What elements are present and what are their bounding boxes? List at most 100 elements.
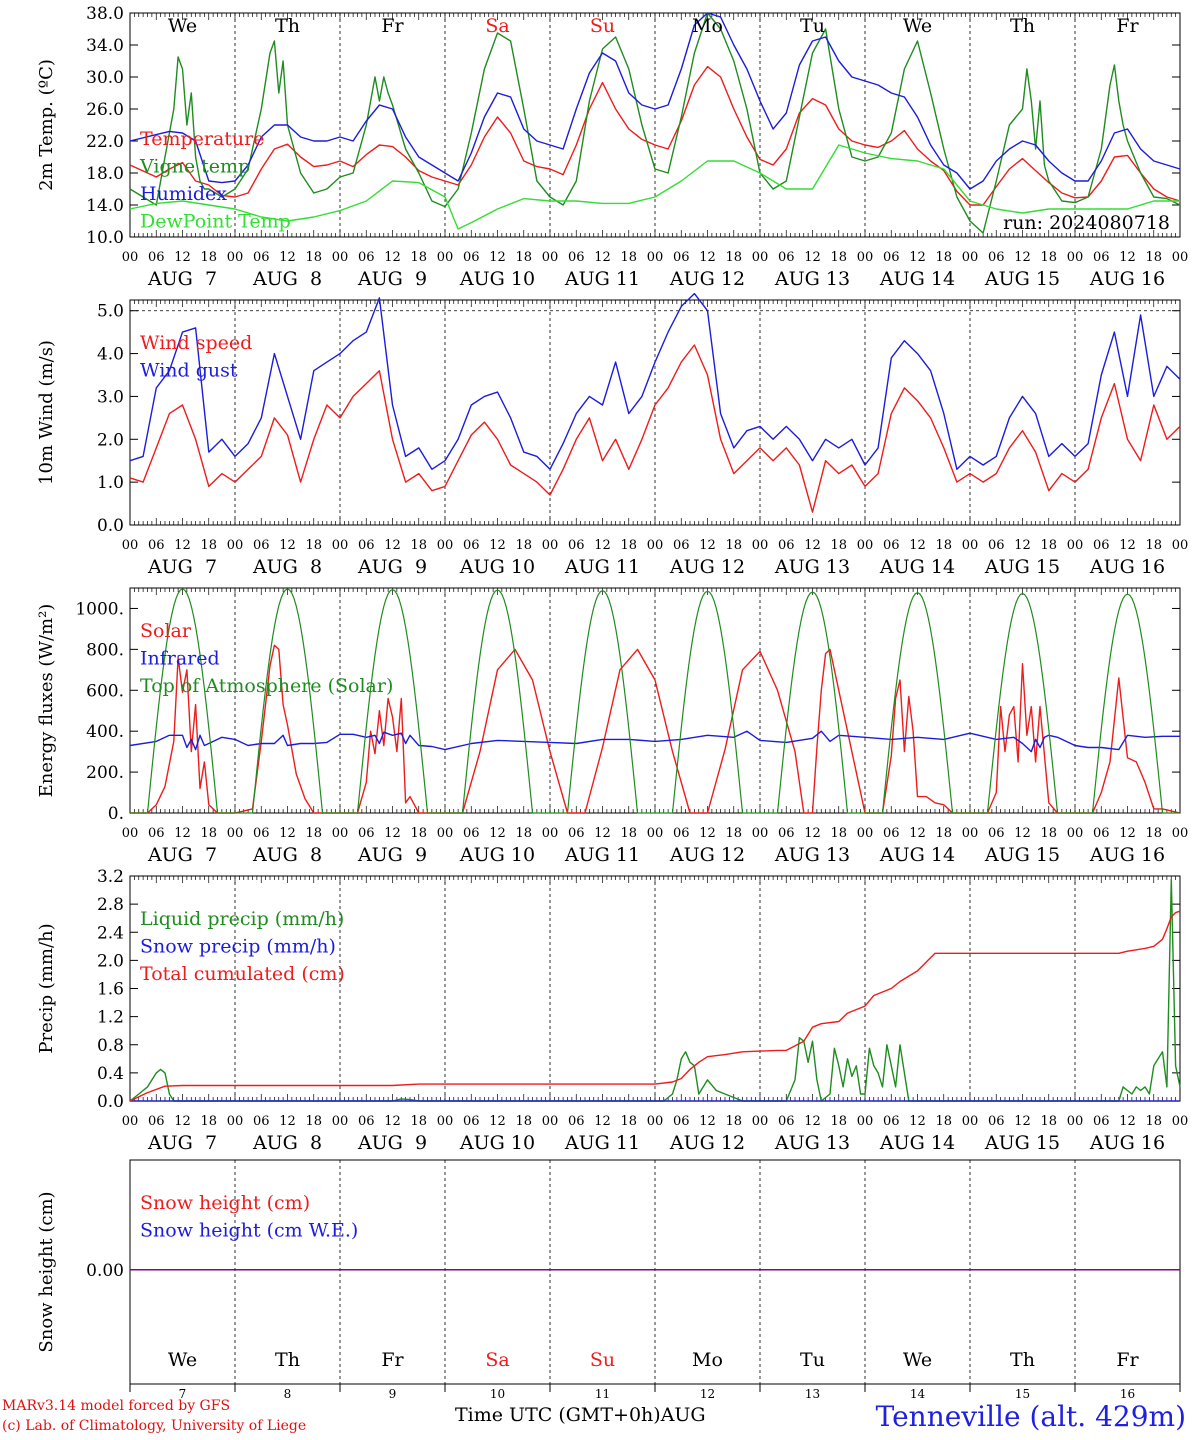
day-name-label: Mo <box>692 15 723 37</box>
x-hour-label: 12 <box>1014 538 1031 553</box>
x-hour-label: 12 <box>1014 826 1031 841</box>
x-hour-label: 00 <box>647 538 664 553</box>
panel-2: 0.0 1.0 2.0 3.0 4.0 5.0 10m Wind (m/s) Wind spe… <box>36 292 1188 578</box>
x-date-label: AUG 10 <box>459 1132 535 1154</box>
x-hour-label: 18 <box>725 538 742 553</box>
x-hour-label: 18 <box>1145 1114 1162 1129</box>
x-hour-label: 00 <box>227 250 244 265</box>
y-tick-label: 2.4 <box>97 923 124 943</box>
x-date-label: AUG 8 <box>252 1132 322 1154</box>
y-tick-label: 0. <box>108 804 124 824</box>
x-hour-label: 06 <box>778 1114 795 1129</box>
x-hour-label: 06 <box>568 538 585 553</box>
x-hour-label: 12 <box>699 1114 716 1129</box>
legend-entry: Temperature <box>140 128 264 150</box>
y-tick-label: 4.0 <box>97 345 124 365</box>
x-hour-label: 00 <box>227 538 244 553</box>
x-date-label: AUG 8 <box>252 556 322 578</box>
day-name-label: Fr <box>381 1349 404 1371</box>
x-hour-label: 00 <box>962 538 979 553</box>
x-hour-label: 00 <box>647 826 664 841</box>
x-hour-label: 06 <box>463 250 480 265</box>
x-hour-label: 06 <box>1093 1114 1110 1129</box>
x-hour-label: 12 <box>699 250 716 265</box>
legend-entry: Snow height (cm) <box>140 1192 310 1214</box>
x-hour-label: 06 <box>148 538 165 553</box>
x-hour-label: 12 <box>594 250 611 265</box>
y-axis-label: Precip (mm/h) <box>36 923 57 1053</box>
x-hour-label: 18 <box>515 250 532 265</box>
x-hour-label: 18 <box>305 250 322 265</box>
x-hour-label: 12 <box>699 538 716 553</box>
x-hour-label: 18 <box>830 1114 847 1129</box>
x-hour-label: 12 <box>1119 1114 1136 1129</box>
x-hour-label: 00 <box>122 538 139 553</box>
y-tick-label: 10.0 <box>86 228 124 248</box>
series-line <box>129 65 1181 206</box>
x-hour-label: 18 <box>1040 250 1057 265</box>
y-tick-label: 0.0 <box>97 516 124 536</box>
y-tick-label: 2.0 <box>97 430 124 450</box>
x-date-label: AUG 14 <box>879 556 955 578</box>
x-hour-label: 00 <box>332 1114 349 1129</box>
day-name-label: Th <box>1010 15 1035 37</box>
x-hour-label: 06 <box>673 1114 690 1129</box>
x-hour-label: 06 <box>1093 826 1110 841</box>
y-tick-label: 38.0 <box>86 4 124 24</box>
x-hour-label: 06 <box>988 826 1005 841</box>
x-day-number: 8 <box>284 1387 292 1401</box>
x-axis-label: Time UTC (GMT+0h)AUG <box>455 1404 706 1426</box>
credit-line-2: (c) Lab. of Climatology, University of L… <box>2 1418 307 1434</box>
x-hour-label: 06 <box>673 250 690 265</box>
x-hour-label: 18 <box>725 826 742 841</box>
x-date-label: AUG 10 <box>459 268 535 290</box>
x-date-label: AUG 11 <box>564 556 640 578</box>
series-line <box>130 644 1181 814</box>
x-hour-label: 12 <box>804 538 821 553</box>
x-hour-label: 18 <box>830 538 847 553</box>
x-hour-label: 00 <box>437 826 454 841</box>
x-date-label: AUG 10 <box>459 844 535 866</box>
x-hour-label: 06 <box>568 1114 585 1129</box>
x-hour-label: 06 <box>883 1114 900 1129</box>
x-hour-label: 12 <box>174 1114 191 1129</box>
x-hour-label: 00 <box>1067 826 1084 841</box>
x-hour-label: 12 <box>1014 250 1031 265</box>
x-hour-label: 00 <box>1067 538 1084 553</box>
x-hour-label: 00 <box>962 1114 979 1129</box>
x-hour-label: 06 <box>778 538 795 553</box>
legend-entry: Wind speed <box>140 332 252 354</box>
x-date-label: AUG 16 <box>1089 556 1165 578</box>
x-hour-label: 18 <box>935 826 952 841</box>
x-date-label: AUG 9 <box>357 1132 427 1154</box>
x-hour-label: 00 <box>1172 250 1189 265</box>
series-line <box>129 12 1181 190</box>
day-name-label: Th <box>275 15 300 37</box>
x-hour-label: 12 <box>279 826 296 841</box>
x-hour-label: 06 <box>673 538 690 553</box>
x-date-label: AUG 13 <box>774 556 850 578</box>
x-hour-label: 06 <box>988 250 1005 265</box>
x-hour-label: 18 <box>410 1114 427 1129</box>
x-hour-label: 00 <box>647 1114 664 1129</box>
y-tick-label: 1.2 <box>97 1008 124 1028</box>
y-tick-label: 3.2 <box>97 867 124 887</box>
x-hour-label: 12 <box>699 826 716 841</box>
x-hour-label: 12 <box>384 250 401 265</box>
x-hour-label: 12 <box>384 1114 401 1129</box>
x-hour-label: 12 <box>279 1114 296 1129</box>
x-date-label: AUG 16 <box>1089 1132 1165 1154</box>
x-date-label: AUG 13 <box>774 844 850 866</box>
series-line <box>129 12 1181 234</box>
x-hour-label: 18 <box>410 538 427 553</box>
series-line <box>129 344 1181 513</box>
y-axis-label: Snow height (cm) <box>36 1191 57 1352</box>
x-hour-label: 00 <box>752 538 769 553</box>
x-hour-label: 00 <box>857 250 874 265</box>
legend-entry: DewPoint Temp <box>140 211 291 233</box>
y-tick-label: 0.0 <box>97 1092 124 1112</box>
x-hour-label: 18 <box>620 1114 637 1129</box>
x-hour-label: 12 <box>384 826 401 841</box>
x-hour-label: 12 <box>174 538 191 553</box>
y-tick-label: 5.0 <box>97 302 124 322</box>
